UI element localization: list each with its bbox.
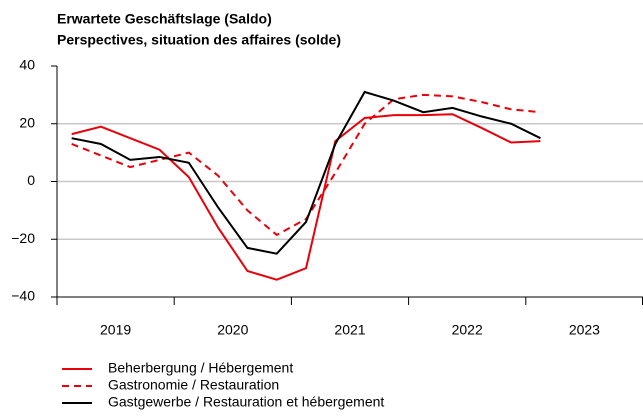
chart-title: Erwartete Geschäftslage (Saldo) bbox=[57, 11, 272, 27]
series-line bbox=[71, 93, 541, 237]
x-tick-label: 2019 bbox=[100, 322, 131, 338]
x-tick-label: 2022 bbox=[452, 322, 483, 338]
y-tick-label: −20 bbox=[11, 230, 35, 246]
x-tick-label: 2020 bbox=[217, 322, 248, 338]
x-tick-label: 2021 bbox=[334, 322, 365, 338]
chart-title: Perspectives, situation des affaires (so… bbox=[57, 32, 341, 48]
x-tick-label: 2023 bbox=[569, 322, 600, 338]
legend-label: Gastronomie / Restauration bbox=[108, 377, 279, 393]
legend-label: Beherbergung / Hébergement bbox=[108, 360, 293, 376]
y-tick-label: 20 bbox=[19, 114, 35, 130]
series-line bbox=[71, 90, 541, 255]
y-tick-label: 0 bbox=[27, 172, 35, 188]
y-tick-label: −40 bbox=[11, 288, 35, 304]
series-line bbox=[71, 113, 541, 281]
legend-label: Gastgewerbe / Restauration et hébergemen… bbox=[108, 394, 384, 410]
y-tick-label: 40 bbox=[19, 57, 35, 73]
